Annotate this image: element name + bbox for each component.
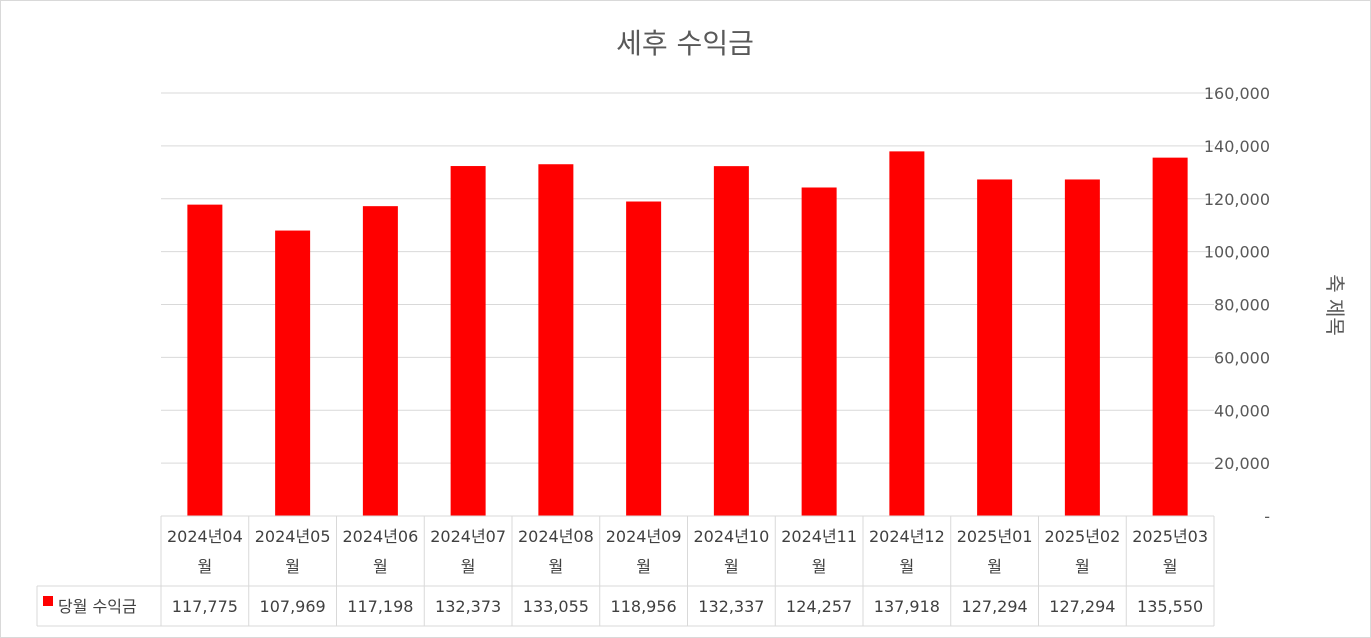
gridlines — [161, 92, 1214, 464]
x-tick-label: 월 — [987, 557, 1002, 576]
bar — [538, 164, 574, 516]
data-label: 132,337 — [698, 597, 764, 616]
x-tick-label: 월 — [1075, 557, 1090, 576]
bars — [187, 151, 1188, 517]
x-tick-label: 월 — [285, 557, 300, 576]
y-axis-title: 축 제목 — [1323, 274, 1347, 336]
x-tick-label: 2024년07 — [430, 527, 506, 546]
x-tick-label: 월 — [636, 557, 651, 576]
data-label: 127,294 — [962, 597, 1028, 616]
x-tick-label: 월 — [461, 557, 476, 576]
x-tick-label: 월 — [812, 557, 827, 576]
y-axis-ticks: - 20,000 40,000 60,000 80,000 100,000 120,000 1… — [1204, 84, 1270, 526]
data-label: 117,198 — [347, 597, 413, 616]
x-tick-label: 2024년04 — [167, 527, 243, 546]
bar — [713, 166, 749, 516]
bar — [1152, 157, 1188, 516]
y-tick-label: 20,000 — [1214, 454, 1270, 473]
legend-swatch — [43, 596, 53, 606]
x-tick-label: 2024년05 — [255, 527, 331, 546]
data-label: 127,294 — [1049, 597, 1115, 616]
bar — [977, 179, 1013, 516]
data-table: 2024년04 월 117,775 2024년05 월 107,969 2024년06 월 11… — [36, 515, 1215, 627]
x-tick-label: 2024년06 — [342, 527, 418, 546]
x-tick-label: 2024년09 — [606, 527, 682, 546]
bar — [801, 187, 837, 517]
bar — [889, 151, 925, 517]
y-tick-label: - — [1264, 507, 1270, 526]
x-tick-label: 2025년03 — [1132, 527, 1208, 546]
x-tick-label: 2024년12 — [869, 527, 945, 546]
data-label: 117,775 — [172, 597, 238, 616]
x-tick-label: 2025년01 — [957, 527, 1033, 546]
x-tick-label: 월 — [724, 557, 739, 576]
data-label: 137,918 — [874, 597, 940, 616]
y-tick-label: 140,000 — [1204, 137, 1270, 156]
y-tick-label: 40,000 — [1214, 401, 1270, 420]
data-label: 135,550 — [1137, 597, 1203, 616]
x-tick-label: 월 — [1163, 557, 1178, 576]
x-tick-label: 월 — [549, 557, 564, 576]
data-label: 118,956 — [611, 597, 677, 616]
x-tick-label: 2025년02 — [1044, 527, 1120, 546]
data-label: 132,373 — [435, 597, 501, 616]
data-label: 107,969 — [260, 597, 326, 616]
x-tick-label: 2024년10 — [693, 527, 769, 546]
legend-label: 당월 수익금 — [58, 597, 137, 616]
y-tick-label: 100,000 — [1204, 243, 1270, 262]
bar — [187, 204, 223, 517]
bar — [1064, 179, 1100, 516]
y-tick-label: 160,000 — [1204, 84, 1270, 103]
chart-title: 세후 수익금 — [616, 27, 754, 60]
y-tick-label: 60,000 — [1214, 348, 1270, 367]
bar — [626, 201, 662, 516]
x-tick-label: 월 — [900, 557, 915, 576]
data-label: 133,055 — [523, 597, 589, 616]
x-tick-label: 2024년08 — [518, 527, 594, 546]
bar — [362, 206, 398, 517]
y-tick-label: 120,000 — [1204, 190, 1270, 209]
y-tick-label: 80,000 — [1214, 296, 1270, 315]
bar — [275, 230, 311, 517]
x-tick-label: 2024년11 — [781, 527, 857, 546]
bar — [450, 166, 486, 516]
data-label: 124,257 — [786, 597, 852, 616]
x-tick-label: 월 — [198, 557, 213, 576]
x-tick-label: 월 — [373, 557, 388, 576]
